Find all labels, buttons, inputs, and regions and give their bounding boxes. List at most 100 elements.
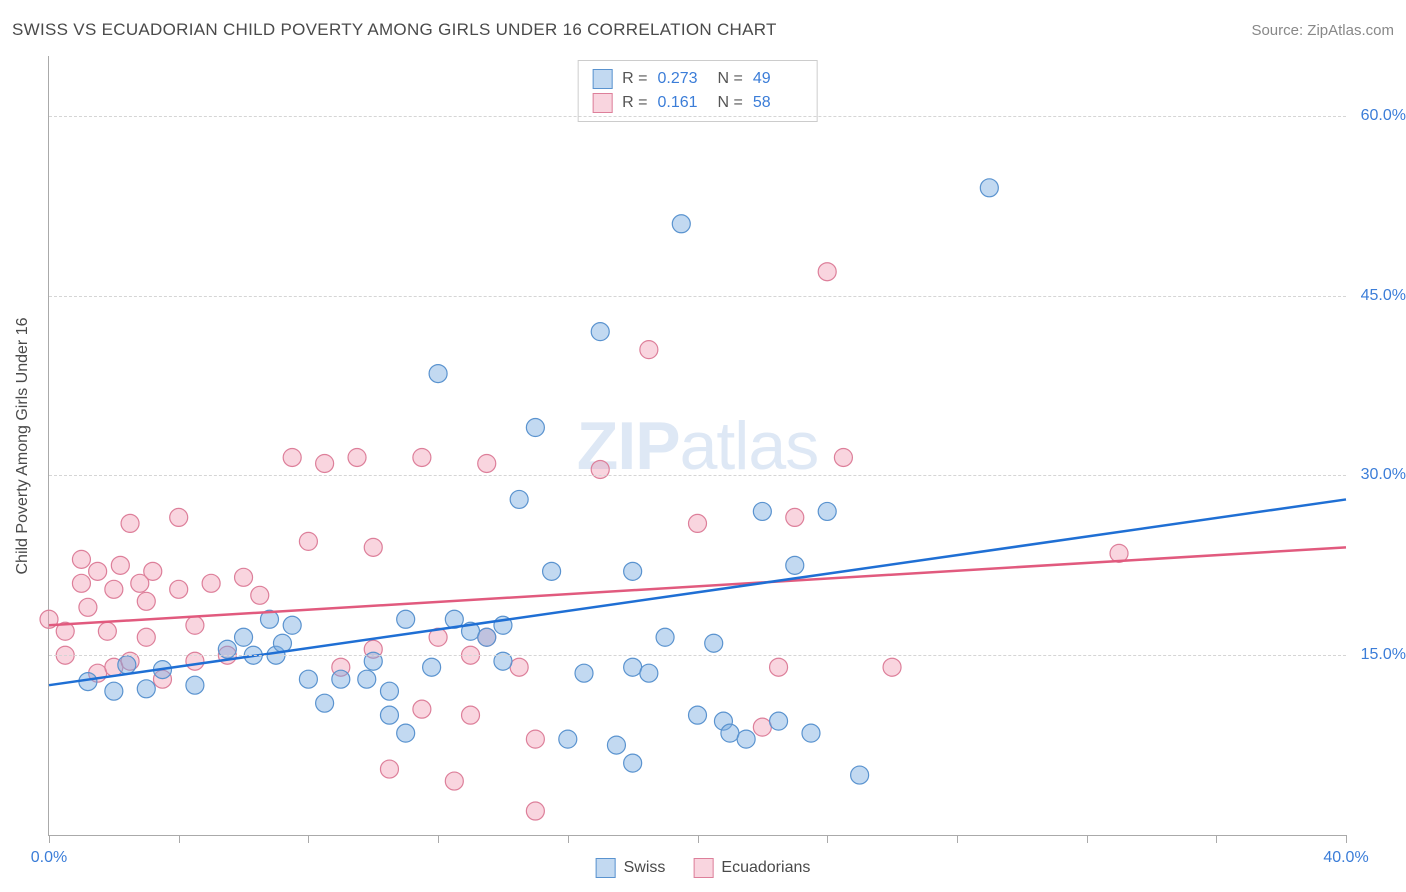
swiss-point: [980, 179, 998, 197]
swiss-swatch-icon: [592, 69, 612, 89]
swiss-point: [397, 724, 415, 742]
swiss-point: [380, 706, 398, 724]
ecuadorians-point: [380, 760, 398, 778]
swiss-point: [802, 724, 820, 742]
swiss-swatch-icon: [596, 858, 616, 878]
ecuadorians-point: [413, 448, 431, 466]
series-legend: Swiss Ecuadorians: [596, 858, 811, 878]
ecuadorians-swatch-icon: [592, 93, 612, 113]
ecuadorians-point: [111, 556, 129, 574]
ecuadorians-point: [72, 574, 90, 592]
y-tick-label: 60.0%: [1361, 107, 1406, 125]
ecuadorians-point: [364, 538, 382, 556]
swiss-point: [137, 680, 155, 698]
swiss-point: [607, 736, 625, 754]
ecuadorians-point: [105, 580, 123, 598]
x-tick: [179, 835, 180, 843]
ecuadorians-point: [753, 718, 771, 736]
x-tick-label: 0.0%: [31, 849, 67, 867]
swiss-point: [737, 730, 755, 748]
swiss-point: [770, 712, 788, 730]
x-tick: [1087, 835, 1088, 843]
swiss-point: [786, 556, 804, 574]
legend-label-swiss: Swiss: [624, 859, 666, 877]
r-label: R =: [622, 94, 647, 112]
ecuadorians-point: [186, 616, 204, 634]
plot-area: ZIPatlas: [49, 56, 1346, 835]
swiss-point: [358, 670, 376, 688]
x-tick: [308, 835, 309, 843]
ecuadorians-r-value: 0.161: [658, 94, 708, 112]
swiss-point: [235, 628, 253, 646]
swiss-point: [526, 419, 544, 437]
swiss-point: [478, 628, 496, 646]
ecuadorians-point: [640, 341, 658, 359]
ecuadorians-point: [98, 622, 116, 640]
ecuadorians-point: [144, 562, 162, 580]
grid-line: [49, 296, 1346, 297]
x-tick: [49, 835, 50, 843]
swiss-point: [332, 670, 350, 688]
swiss-point: [656, 628, 674, 646]
source-attribution: Source: ZipAtlas.com: [1251, 22, 1394, 39]
swiss-n-value: 49: [753, 70, 803, 88]
ecuadorians-point: [348, 448, 366, 466]
x-tick-label: 40.0%: [1323, 849, 1368, 867]
swiss-point: [591, 323, 609, 341]
ecuadorians-point: [786, 508, 804, 526]
swiss-point: [851, 766, 869, 784]
swiss-point: [753, 502, 771, 520]
swiss-point: [689, 706, 707, 724]
x-tick: [957, 835, 958, 843]
swiss-point: [543, 562, 561, 580]
n-label: N =: [718, 70, 743, 88]
ecuadorians-swatch-icon: [693, 858, 713, 878]
ecuadorians-point: [72, 550, 90, 568]
swiss-point: [105, 682, 123, 700]
ecuadorians-n-value: 58: [753, 94, 803, 112]
ecuadorians-point: [299, 532, 317, 550]
x-tick: [1346, 835, 1347, 843]
ecuadorians-point: [137, 592, 155, 610]
swiss-point: [721, 724, 739, 742]
swiss-point: [624, 754, 642, 772]
ecuadorians-point: [445, 772, 463, 790]
ecuadorians-point: [283, 448, 301, 466]
ecuadorians-point: [462, 706, 480, 724]
swiss-point: [299, 670, 317, 688]
ecuadorians-point: [170, 580, 188, 598]
ecuadorians-point: [137, 628, 155, 646]
ecuadorians-point: [526, 730, 544, 748]
swiss-r-value: 0.273: [658, 70, 708, 88]
ecuadorians-point: [770, 658, 788, 676]
x-tick: [698, 835, 699, 843]
scatter-plot-svg: [49, 56, 1346, 835]
r-label: R =: [622, 70, 647, 88]
x-tick: [827, 835, 828, 843]
x-tick: [1216, 835, 1217, 843]
ecuadorians-point: [834, 448, 852, 466]
grid-line: [49, 475, 1346, 476]
ecuadorians-point: [510, 658, 528, 676]
ecuadorians-point: [689, 514, 707, 532]
chart-header: SWISS VS ECUADORIAN CHILD POVERTY AMONG …: [12, 20, 1394, 40]
swiss-point: [429, 365, 447, 383]
swiss-point: [575, 664, 593, 682]
legend-label-ecuadorians: Ecuadorians: [721, 859, 810, 877]
ecuadorians-point: [170, 508, 188, 526]
ecuadorians-point: [251, 586, 269, 604]
legend-item-swiss: Swiss: [596, 858, 666, 878]
ecuadorians-point: [316, 454, 334, 472]
ecuadorians-point: [121, 514, 139, 532]
ecuadorians-point: [79, 598, 97, 616]
swiss-point: [818, 502, 836, 520]
swiss-point: [624, 562, 642, 580]
swiss-point: [118, 656, 136, 674]
ecuadorians-point: [413, 700, 431, 718]
swiss-point: [705, 634, 723, 652]
swiss-point: [316, 694, 334, 712]
swiss-point: [640, 664, 658, 682]
swiss-point: [672, 215, 690, 233]
swiss-point: [273, 634, 291, 652]
swiss-point: [283, 616, 301, 634]
